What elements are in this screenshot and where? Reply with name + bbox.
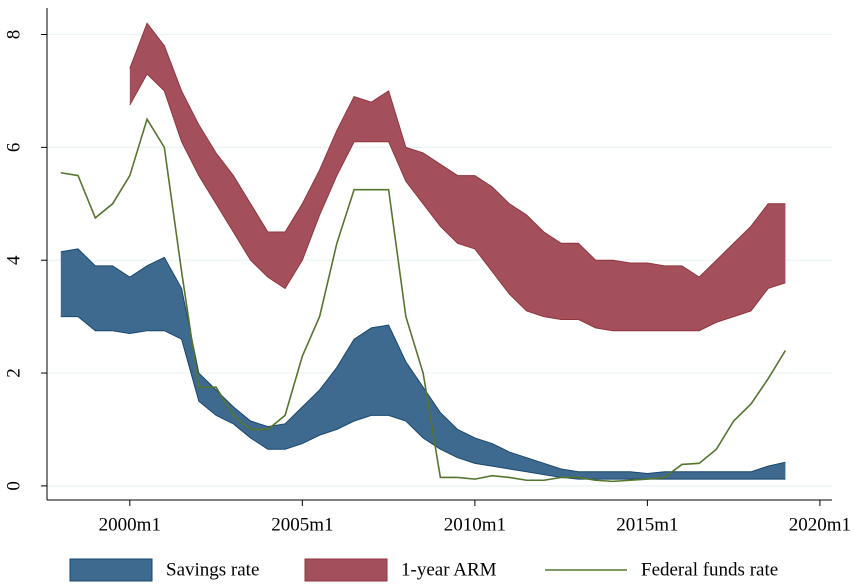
x-tick-label: 2005m1 bbox=[271, 514, 333, 535]
legend-label: Savings rate bbox=[166, 559, 259, 580]
x-tick-label: 2000m1 bbox=[99, 514, 161, 535]
legend-label: 1-year ARM bbox=[401, 559, 497, 580]
x-tick-label: 2020m1 bbox=[789, 514, 851, 535]
legend-label: Federal funds rate bbox=[641, 559, 778, 580]
x-tick-label: 2010m1 bbox=[444, 514, 506, 535]
x-tick-label: 2015m1 bbox=[616, 514, 678, 535]
band-lower-edge bbox=[60, 316, 786, 480]
band-upper-edge bbox=[129, 22, 786, 278]
y-tick-label: 6 bbox=[3, 143, 24, 153]
range-area bbox=[129, 23, 786, 331]
band-lower-edge bbox=[129, 73, 786, 332]
y-tick-label: 0 bbox=[3, 481, 24, 491]
line bbox=[60, 117, 787, 483]
y-tick-label: 4 bbox=[3, 255, 24, 265]
y-tick-label: 2 bbox=[3, 368, 24, 378]
y-tick-label: 8 bbox=[3, 30, 24, 40]
legend-swatch bbox=[304, 558, 388, 582]
legend-swatch bbox=[69, 558, 153, 582]
band-upper-edge bbox=[60, 248, 786, 474]
